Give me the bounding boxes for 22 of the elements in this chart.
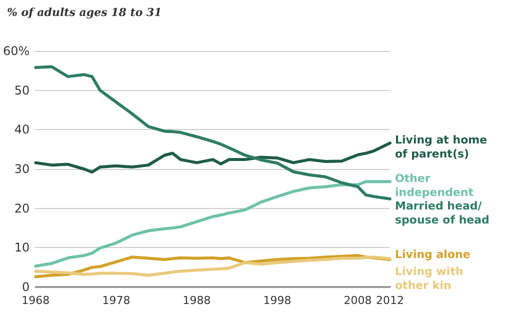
y-tick-label: 40 — [14, 122, 30, 137]
series-label: Living with other kin — [395, 265, 468, 292]
chart-title: % of adults ages 18 to 31 — [7, 6, 162, 19]
series-label: Living at home of parent(s) — [395, 134, 491, 161]
y-tick-label: 20 — [14, 201, 30, 216]
series-label: Married head/ spouse of head — [395, 199, 490, 226]
y-tick-label: 0 — [22, 280, 30, 294]
y-tick-label: 50 — [14, 83, 30, 98]
y-tick-label: 60% — [3, 44, 30, 58]
x-tick-label: 1978 — [102, 294, 130, 307]
series-label: Other independent — [395, 172, 474, 200]
line-series — [34, 65, 392, 200]
x-tick-label: 2008 — [344, 294, 372, 307]
line-series — [34, 142, 392, 174]
x-tick-label: 1998 — [263, 294, 292, 307]
x-tick-label: 1968 — [22, 294, 50, 307]
line-series — [34, 180, 392, 268]
x-tick-label: 2012 — [376, 294, 404, 307]
series-label: Living alone — [395, 248, 470, 261]
y-tick-label: 10 — [14, 240, 30, 255]
x-tick-label: 1988 — [182, 294, 211, 307]
y-tick-label: 30 — [14, 162, 30, 176]
